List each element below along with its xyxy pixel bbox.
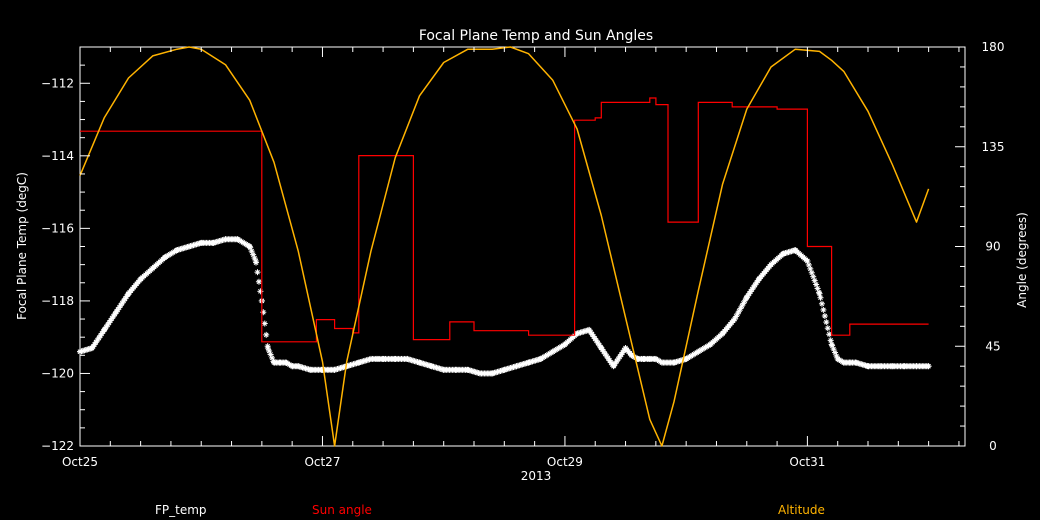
fp-temp-marker (823, 319, 830, 326)
fp-temp-marker (824, 325, 831, 332)
fp-temp-marker (264, 343, 271, 350)
altitude-series (79, 46, 930, 447)
x-axis-label: 2013 (521, 469, 552, 483)
y2-axis-label: Angle (degrees) (1015, 212, 1029, 308)
legend-sun-angle: Sun angle (312, 503, 372, 517)
fp-temp-marker (813, 281, 820, 288)
y-tick-label: −112 (41, 76, 74, 90)
chart-title: Focal Plane Temp and Sun Angles (419, 28, 653, 44)
sun-angle-series (80, 97, 929, 343)
legend-fp-temp: FP_temp (155, 503, 207, 517)
altitude-line (79, 46, 930, 447)
y2-tick-label: 135 (982, 140, 1005, 154)
x-tick-label: Oct25 (62, 455, 98, 469)
y2-tick-label: 180 (982, 40, 1005, 54)
legend-altitude: Altitude (778, 503, 825, 517)
fp-temp-marker (263, 331, 270, 338)
fp-temp-marker (261, 320, 268, 327)
x-tick-label: Oct27 (304, 455, 340, 469)
fp-temp-marker (255, 278, 262, 285)
fp-temp-marker (818, 300, 825, 307)
fp-temp-marker (925, 363, 932, 370)
x-tick-label: Oct29 (547, 455, 583, 469)
y2-tick-label: 45 (985, 339, 1000, 353)
legend: FP_temp Sun angle Altitude (155, 503, 825, 517)
x-axis: Oct25 Oct27 Oct29 Oct31 (62, 47, 960, 469)
fp-temp-marker (820, 306, 827, 313)
y2-tick-label: 90 (985, 240, 1000, 254)
y-tick-label: −122 (41, 439, 74, 453)
fp-temp-marker (253, 259, 260, 266)
y-axis-left: −122 −120 −118 −116 −114 −112 (41, 46, 90, 453)
y-axis-label: Focal Plane Temp (degC) (15, 172, 29, 320)
y-axis-right: 0 45 90 135 180 (955, 40, 1004, 453)
fp-temp-marker (744, 292, 751, 299)
y-tick-label: −114 (41, 149, 74, 163)
fp-temp-marker (817, 294, 824, 301)
x-tick-label: Oct31 (789, 455, 825, 469)
fp-temp-marker (821, 312, 828, 319)
y-tick-label: −116 (41, 221, 74, 235)
fp-temp-marker (251, 255, 258, 262)
y-tick-label: −118 (41, 294, 74, 308)
fp-temp-series (77, 236, 932, 377)
fp-temp-marker (816, 289, 823, 296)
y-tick-label: −120 (41, 366, 74, 380)
fp-temp-marker (805, 261, 812, 268)
fp-temp-marker (827, 337, 834, 344)
y2-tick-label: 0 (989, 439, 997, 453)
sun-angle-line (80, 97, 929, 343)
fp-temp-marker (254, 269, 261, 276)
fp-temp-marker (832, 349, 839, 356)
